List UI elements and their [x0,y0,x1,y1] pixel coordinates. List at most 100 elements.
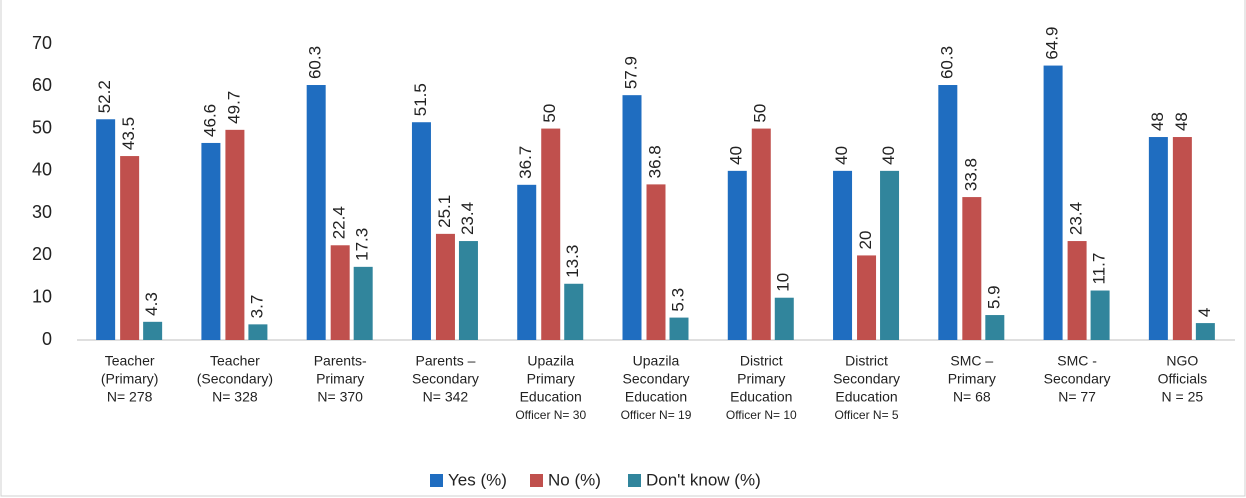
value-label: 43.5 [119,117,138,150]
x-tick-label: Secondary [412,371,479,387]
bar [727,170,747,340]
value-label: 20 [856,231,875,250]
legend-swatch [530,474,543,487]
value-label: 64.9 [1043,26,1062,59]
bar [962,197,982,340]
x-tick-label: Secondary [833,371,900,387]
x-tick-label: N= 328 [212,389,258,405]
value-label: 48 [1148,112,1167,131]
legend-label: No (%) [548,470,601,489]
x-tick-label: N= 77 [1058,389,1096,405]
y-tick-label: 10 [32,286,52,306]
value-label: 36.8 [645,145,664,178]
value-label: 50 [540,104,559,123]
legend-label: Yes (%) [448,470,507,489]
x-tick-label: Parents – [415,353,475,369]
x-tick-label: Officials [1158,371,1208,387]
x-tick-label: District [740,353,783,369]
value-label: 4.3 [142,292,161,316]
x-tick-label: N= 68 [953,389,991,405]
x-tick-label: Officer N= 10 [726,408,797,422]
bar [1043,65,1063,341]
x-tick-label: Officer N= 30 [515,408,586,422]
x-tick-label: Primary [527,371,575,387]
value-label: 13.3 [563,245,582,278]
x-tick-label: Officer N= 19 [621,408,692,422]
bar [120,156,140,340]
value-label: 23.4 [1067,202,1086,235]
bar [353,266,373,340]
bar [646,184,666,340]
bar [1172,137,1192,340]
y-tick-label: 70 [32,33,52,53]
value-label: 4 [1195,308,1214,317]
x-tick-label: SMC - [1057,353,1097,369]
bar [201,142,221,340]
bar [857,255,877,340]
bar [96,119,116,340]
bar [411,122,431,340]
x-tick-label: District [845,353,888,369]
y-tick-label: 40 [32,160,52,180]
value-label: 49.7 [224,91,243,124]
x-tick-label: Primary [948,371,996,387]
bar [1067,241,1087,340]
bar [669,317,689,340]
value-label: 46.6 [200,104,219,137]
x-tick-label: NGO [1166,353,1198,369]
legend-swatch [628,474,641,487]
value-label: 57.9 [621,56,640,89]
value-label: 40 [879,146,898,165]
value-label: 33.8 [961,158,980,191]
y-tick-label: 50 [32,117,52,137]
value-label: 36.7 [516,146,535,179]
x-tick-label: Education [520,389,582,405]
x-tick-label: (Primary) [101,371,159,387]
x-tick-label: (Secondary) [197,371,273,387]
x-tick-label: Primary [737,371,785,387]
legend-swatch [430,474,443,487]
bar [1148,137,1168,340]
x-tick-label: N= 342 [423,389,469,405]
bar [541,128,561,340]
bar [1090,290,1110,340]
value-label: 52.2 [95,80,114,113]
value-label: 3.7 [247,295,266,319]
x-tick-label: Teacher [210,353,260,369]
value-label: 23.4 [458,202,477,235]
value-label: 5.3 [668,288,687,312]
x-tick-label: Secondary [1044,371,1111,387]
value-label: 60.3 [306,46,325,79]
x-tick-label: N = 25 [1162,389,1204,405]
bar [833,170,853,340]
x-tick-label: Upazila [633,353,680,369]
value-label: 10 [774,273,793,292]
value-label: 11.7 [1090,253,1109,285]
value-label: 50 [751,104,770,123]
y-tick-label: 20 [32,244,52,264]
x-tick-label: N= 278 [107,389,153,405]
value-label: 25.1 [435,195,454,228]
bar [225,129,245,340]
x-tick-label: Education [625,389,687,405]
bar [938,85,958,340]
bar [622,95,642,340]
y-tick-label: 30 [32,202,52,222]
value-label: 40 [727,146,746,165]
x-tick-label: N= 370 [317,389,363,405]
x-tick-label: Education [730,389,792,405]
x-tick-label: Parents- [314,353,367,369]
bar [458,241,478,340]
bar [517,184,537,340]
y-tick-label: 60 [32,75,52,95]
x-tick-label: Upazila [527,353,574,369]
value-label: 48 [1172,112,1191,131]
x-tick-label: Teacher [105,353,155,369]
value-label: 5.9 [984,285,1003,309]
x-tick-label: SMC – [950,353,993,369]
bar [435,233,455,340]
bar [248,324,268,340]
x-tick-label: Education [835,389,897,405]
